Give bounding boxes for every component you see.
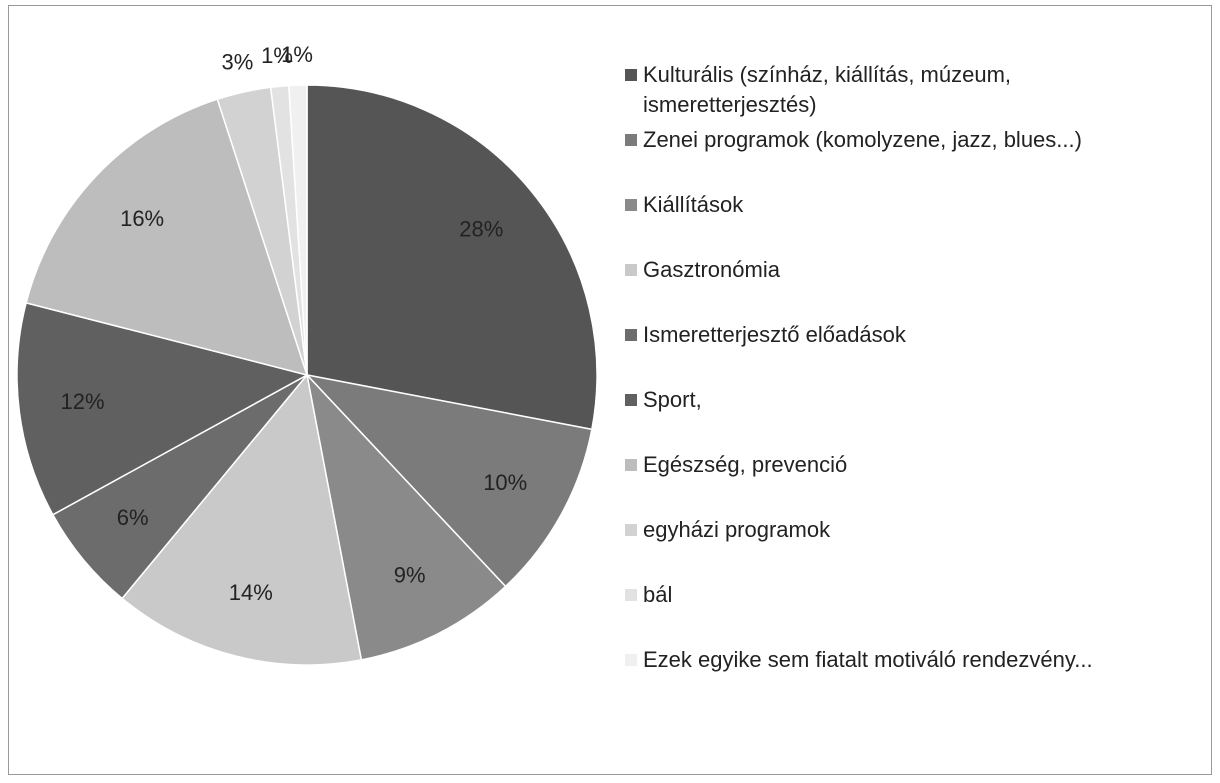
legend-item: bál: [625, 580, 1185, 645]
legend-swatch: [625, 589, 637, 601]
legend-label: Zenei programok (komolyzene, jazz, blues…: [643, 127, 1082, 152]
data-label: 14%: [229, 580, 273, 605]
legend-label: Kiállítások: [643, 192, 744, 217]
legend-item: egyházi programok: [625, 515, 1185, 580]
pie-slice: [304, 373, 593, 588]
legend-item: Ismeretterjesztő előadások: [625, 320, 1185, 385]
data-label: 9%: [394, 562, 426, 587]
pie-slice: [306, 84, 598, 431]
legend-item: Zenei programok (komolyzene, jazz, blues…: [625, 125, 1185, 190]
legend-swatch: [625, 524, 637, 536]
pie-slice: [305, 372, 507, 661]
legend-label: Ezek egyike sem fiatalt motiváló rendezv…: [643, 647, 1093, 672]
legend-item: Kulturális (színház, kiállítás, múzeum, …: [625, 60, 1185, 125]
pie-slice: [16, 301, 310, 516]
data-label: 6%: [117, 505, 149, 530]
legend-swatch: [625, 199, 637, 211]
legend-label: Kulturális (színház, kiállítás, múzeum, …: [643, 62, 1012, 117]
legend-swatch: [625, 69, 637, 81]
legend: Kulturális (színház, kiállítás, múzeum, …: [625, 60, 1185, 710]
legend-label: Gasztronómia: [643, 257, 780, 282]
legend-label: bál: [643, 582, 673, 607]
data-label: 1%: [281, 42, 313, 67]
legend-item: Ezek egyike sem fiatalt motiváló rendezv…: [625, 645, 1185, 710]
legend-swatch: [625, 459, 637, 471]
data-label: 12%: [61, 389, 105, 414]
data-label: 3%: [222, 49, 254, 74]
legend-item: Egészség, prevenció: [625, 450, 1185, 515]
legend-label: Egészség, prevenció: [643, 452, 848, 477]
pie-slice: [287, 84, 308, 376]
legend-label: egyházi programok: [643, 517, 831, 542]
legend-swatch: [625, 264, 637, 276]
data-label: 1%: [261, 43, 293, 68]
legend-item: Gasztronómia: [625, 255, 1185, 320]
legend-label: Sport,: [643, 387, 702, 412]
legend-item: Sport,: [625, 385, 1185, 450]
legend-swatch: [625, 394, 637, 406]
legend-swatch: [625, 134, 637, 146]
legend-item: Kiállítások: [625, 190, 1185, 255]
data-label: 28%: [459, 217, 503, 242]
data-label: 10%: [483, 470, 527, 495]
pie-slice: [25, 98, 309, 377]
chart-frame: [8, 5, 1212, 775]
data-label: 16%: [120, 206, 164, 231]
legend-swatch: [625, 329, 637, 341]
pie-slice: [121, 373, 363, 666]
legend-label: Ismeretterjesztő előadások: [643, 322, 906, 347]
legend-swatch: [625, 654, 637, 666]
